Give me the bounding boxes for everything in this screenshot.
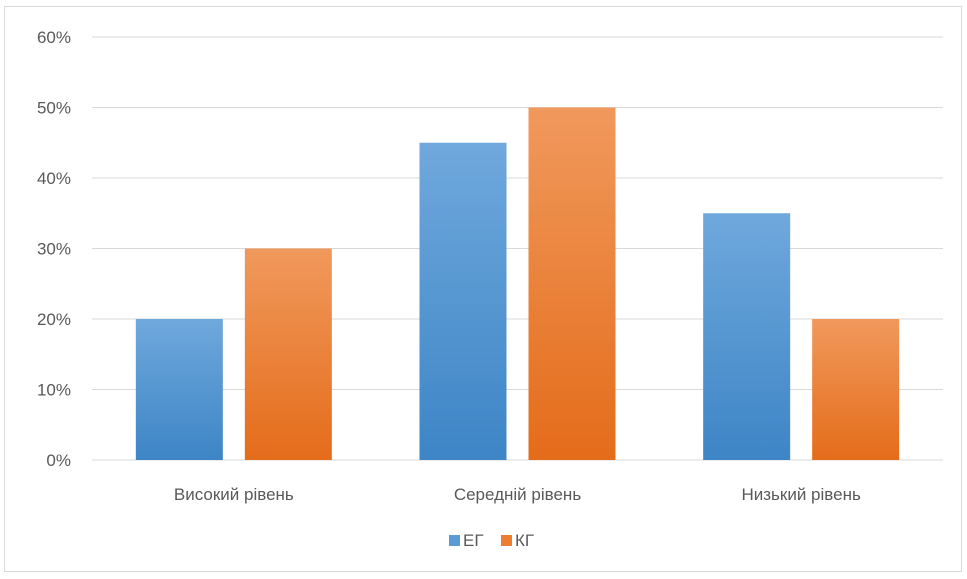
legend-label: ЕГ [463, 531, 484, 550]
x-category-label: Низький рівень [741, 485, 860, 504]
bar-КГ-3 [812, 319, 900, 460]
bar-ЕГ-3 [703, 213, 791, 460]
gridlines [92, 36, 943, 461]
bar-КГ-1 [244, 248, 332, 460]
legend-label: КГ [515, 531, 534, 550]
legend: ЕГ КГ [449, 531, 534, 550]
y-tick-label: 30% [37, 240, 71, 259]
y-tick-label: 20% [37, 310, 71, 329]
y-tick-label: 0% [46, 451, 71, 470]
bar-ЕГ-1 [135, 319, 223, 460]
y-axis-ticks: 0% 10% 20% 30% 40% 50% 60% [37, 28, 71, 470]
y-tick-label: 40% [37, 169, 71, 188]
legend-swatch [449, 535, 460, 546]
bar-КГ-2 [528, 107, 616, 460]
bar-ЕГ-2 [419, 142, 507, 460]
y-tick-label: 10% [37, 381, 71, 400]
x-axis-labels: Високий рівень Середній рівень Низький рів… [174, 485, 861, 504]
legend-swatch [501, 535, 512, 546]
x-category-label: Середній рівень [454, 485, 581, 504]
y-tick-label: 60% [37, 28, 71, 47]
y-tick-label: 50% [37, 99, 71, 118]
bars [135, 107, 900, 460]
x-category-label: Високий рівень [174, 485, 294, 504]
